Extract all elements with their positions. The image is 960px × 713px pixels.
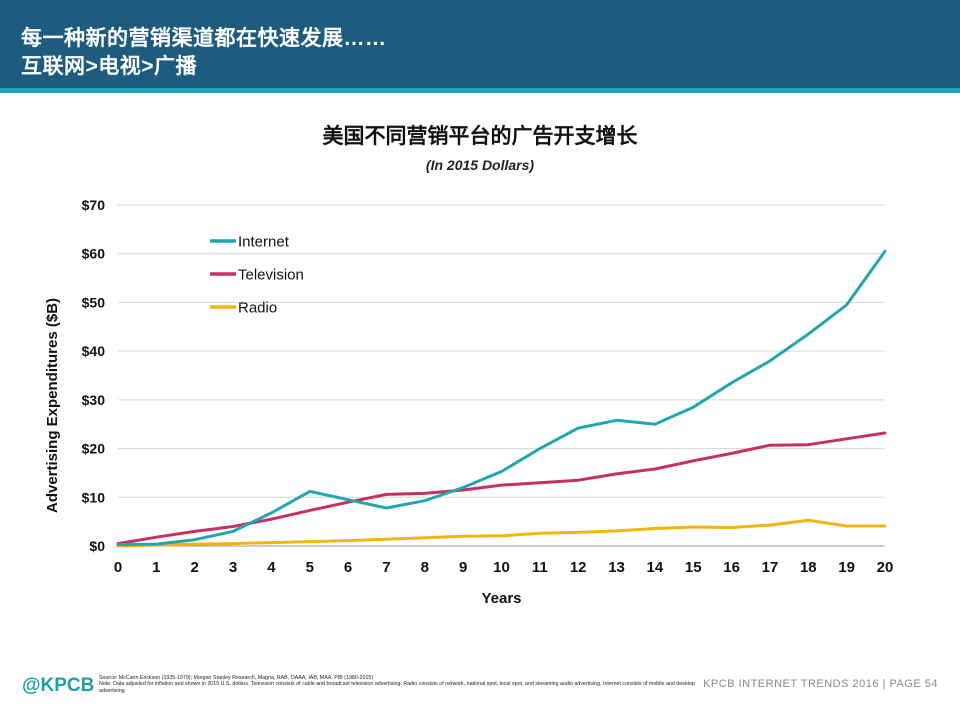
x-tick-label: 17 — [762, 559, 779, 576]
source-text: Source: McCann Erickson (1925-1979); Mor… — [99, 675, 374, 681]
chart-title: 美国不同营销平台的广告开支增长 — [322, 125, 638, 148]
chart-subtitle: (In 2015 Dollars) — [425, 157, 535, 173]
kpcb-logo: @KPCB — [22, 675, 95, 696]
legend: Internet Television Radio — [210, 234, 304, 317]
x-tick-label: 20 — [877, 559, 894, 576]
y-tick-label: $20 — [82, 441, 106, 457]
y-tick-label: $30 — [82, 392, 106, 408]
y-tick-label: $70 — [82, 197, 106, 213]
x-tick-label: 7 — [382, 559, 390, 576]
legend-label-internet: Internet — [238, 234, 290, 251]
x-tick-label: 16 — [723, 559, 740, 576]
x-tick-label: 19 — [838, 559, 855, 576]
series-line-radio — [116, 518, 887, 548]
x-tick-label: 1 — [152, 559, 160, 576]
x-tick-label: 11 — [532, 559, 548, 576]
x-tick-label: 12 — [570, 559, 587, 576]
x-tick-label: 10 — [493, 559, 510, 576]
x-tick-label: 5 — [306, 559, 314, 576]
note-text: Note: Data adjusted for inflation and sh… — [99, 681, 695, 694]
x-axis-title: Years — [481, 590, 521, 607]
page-number: KPCB INTERNET TRENDS 2016 | PAGE 54 — [703, 678, 938, 690]
series-lines — [116, 249, 887, 548]
y-tick-label: $0 — [89, 538, 105, 554]
x-tick-label: 13 — [608, 559, 625, 576]
y-axis-ticks: $0 $10 $20 $30 $40 $50 $60 $70 — [82, 197, 106, 554]
x-tick-label: 2 — [191, 559, 199, 576]
x-axis-ticks: 0 1 2 3 4 5 6 7 8 9 10 11 12 13 14 15 16 17 18 19 20 — [114, 559, 894, 576]
gridlines — [118, 204, 885, 547]
y-axis-title: Advertising Expenditures ($B) — [44, 298, 61, 513]
x-tick-label: 4 — [267, 559, 276, 576]
legend-label-television: Television — [238, 267, 304, 284]
x-tick-label: 15 — [685, 559, 702, 576]
legend-label-radio: Radio — [238, 300, 277, 317]
x-tick-label: 0 — [114, 559, 122, 576]
y-tick-label: $40 — [82, 343, 106, 359]
header-stripe — [0, 88, 960, 93]
x-tick-label: 18 — [800, 559, 817, 576]
x-tick-label: 6 — [344, 559, 352, 576]
header-bar — [0, 0, 960, 88]
slide-subheadline: 互联网>电视>广播 — [21, 55, 198, 78]
y-tick-label: $50 — [82, 294, 106, 310]
series-line-internet — [116, 249, 887, 546]
x-tick-label: 9 — [459, 559, 467, 576]
x-tick-label: 14 — [647, 559, 664, 576]
series-line-television — [116, 431, 887, 546]
y-tick-label: $60 — [82, 246, 106, 262]
slide-headline: 每一种新的营销渠道都在快速发展…… — [21, 27, 387, 50]
y-tick-label: $10 — [82, 489, 106, 505]
footer-source-note: Source: McCann Erickson (1925-1979); Mor… — [99, 675, 699, 694]
x-tick-label: 3 — [229, 559, 237, 576]
x-tick-label: 8 — [421, 559, 429, 576]
